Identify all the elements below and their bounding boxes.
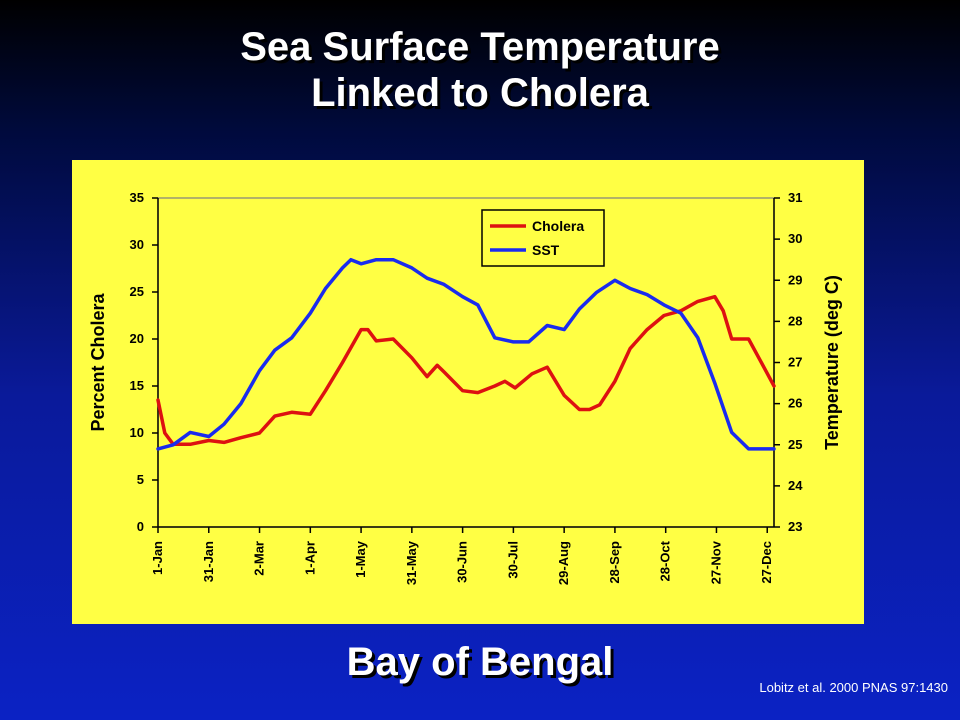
x-tick-label: 28-Oct (658, 540, 673, 581)
right-tick-label: 30 (788, 231, 802, 246)
x-tick-label: 30-Jul (505, 541, 520, 579)
x-tick-label: 29-Aug (556, 541, 571, 585)
legend-label-sst: SST (532, 242, 560, 258)
right-tick-label: 27 (788, 355, 802, 370)
x-tick-label: 28-Sep (607, 541, 622, 584)
series-line-sst (156, 257, 776, 451)
right-tick-label: 25 (788, 437, 802, 452)
slide-title: Sea Surface Temperature Linked to Choler… (0, 24, 960, 116)
x-tick-label: 31-Jan (201, 541, 216, 582)
right-tick-label: 28 (788, 313, 802, 328)
left-tick-label: 15 (130, 378, 144, 393)
left-axis-title: Percent Cholera (88, 292, 108, 431)
x-tick-label: 1-May (353, 540, 368, 578)
right-tick-label: 23 (788, 519, 802, 534)
right-tick-label: 26 (788, 396, 802, 411)
left-tick-label: 5 (137, 472, 144, 487)
left-tick-label: 30 (130, 237, 144, 252)
x-tick-label: 1-Jan (150, 541, 165, 575)
left-tick-label: 10 (130, 425, 144, 440)
right-tick-label: 24 (788, 478, 803, 493)
slide-title-line1: Sea Surface Temperature (240, 25, 720, 69)
x-tick-label: 30-Jun (455, 541, 470, 583)
legend-label-cholera: Cholera (532, 218, 584, 234)
citation-text: Lobitz et al. 2000 PNAS 97:1430 (759, 680, 948, 695)
left-tick-label: 35 (130, 190, 144, 205)
left-tick-label: 0 (137, 519, 144, 534)
right-tick-label: 29 (788, 272, 802, 287)
x-tick-label: 27-Dec (759, 541, 774, 584)
plot-area-frame (157, 197, 775, 528)
chart-panel: 0 5 10 15 20 25 30 35 23 24 25 26 27 28 29 30 31 1-Jan 31-… (72, 160, 864, 624)
x-tick-label: 31-May (404, 540, 419, 585)
right-tick-label: 31 (788, 190, 802, 205)
left-tick-label: 20 (130, 331, 144, 346)
legend-box (481, 209, 605, 267)
slide-subtitle: Bay of Bengal (346, 640, 614, 684)
series-line-cholera (156, 294, 776, 447)
left-tick-label: 25 (130, 284, 144, 299)
slide-title-line2: Linked to Cholera (311, 71, 649, 115)
x-tick-label: 1-Apr (302, 541, 317, 575)
x-tick-label: 2-Mar (252, 541, 267, 576)
x-tick-label: 27-Nov (708, 540, 723, 584)
right-axis-title: Temperature (deg C) (822, 275, 842, 450)
dual-axis-line-chart: 0 5 10 15 20 25 30 35 23 24 25 26 27 28 29 30 31 1-Jan 31-… (88, 190, 842, 585)
